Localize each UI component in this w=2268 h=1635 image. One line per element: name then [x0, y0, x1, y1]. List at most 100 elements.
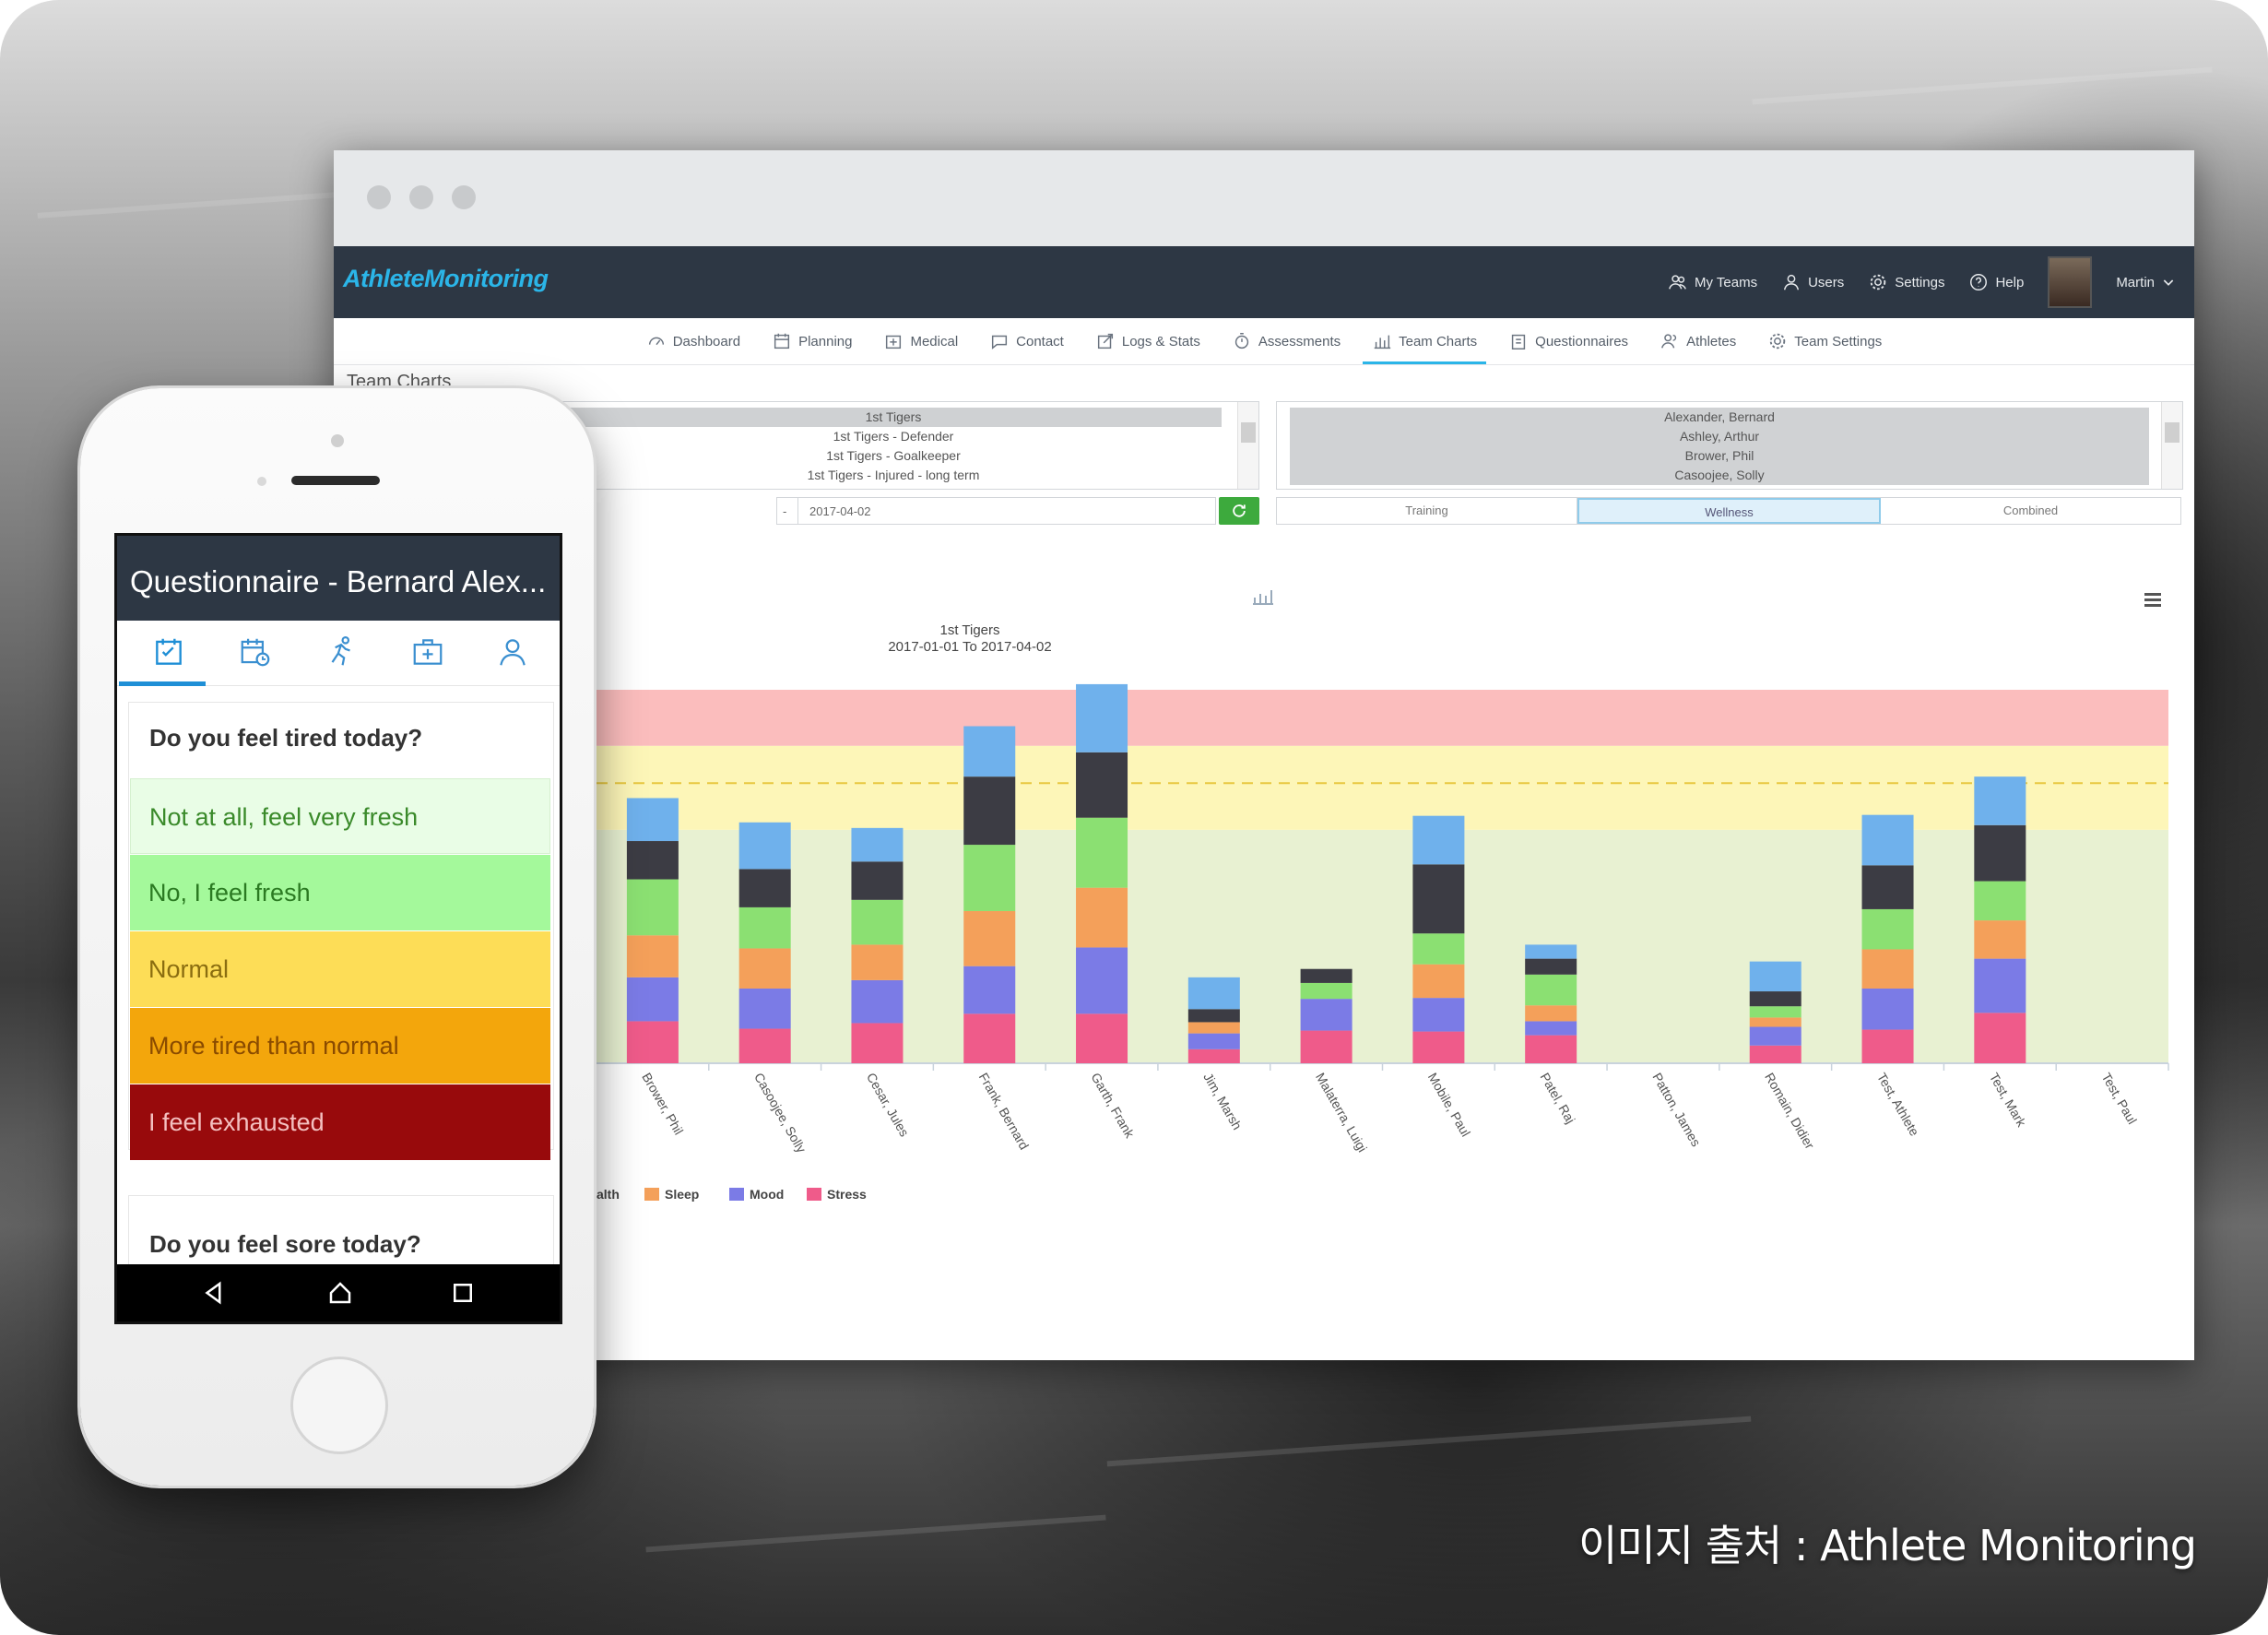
window-close-dot[interactable] [367, 185, 391, 209]
tab-questionnaire[interactable] [147, 632, 191, 672]
date-to-input[interactable]: 2017-04-02 [797, 497, 1216, 525]
chat-icon [992, 335, 1008, 350]
refresh-icon [1233, 504, 1246, 517]
bar-segment [1300, 999, 1353, 1031]
athlete-list-scrollbar[interactable] [2161, 402, 2182, 489]
list-item[interactable]: Casoojee, Solly [1674, 468, 1765, 482]
bar-segment [963, 966, 1016, 1014]
list-item[interactable]: Alexander, Bernard [1664, 409, 1775, 424]
tab-training[interactable]: Training [1277, 498, 1577, 524]
nav-help-label: Help [1995, 274, 2025, 290]
runner-icon [331, 636, 350, 666]
tab-training[interactable] [319, 632, 363, 672]
refresh-button[interactable] [1219, 497, 1259, 525]
tab-medical[interactable] [406, 632, 450, 672]
answer-more-tired[interactable]: More tired than normal [130, 1008, 550, 1084]
back-icon[interactable] [200, 1279, 228, 1307]
bar-segment [1861, 865, 1914, 909]
menu-assessments[interactable]: Assessments [1232, 318, 1341, 364]
bar-segment [1076, 1013, 1128, 1063]
tab-wellness[interactable]: Wellness [1577, 498, 1881, 524]
bar-chart-icon [1374, 335, 1391, 350]
app-logo[interactable]: AthleteMonitoring [343, 265, 549, 293]
menu-athletes[interactable]: Athletes [1660, 318, 1736, 364]
legend-label: Sleep [665, 1187, 699, 1202]
x-tick-label: Test, Mark [1987, 1071, 2030, 1131]
bar-segment [1974, 776, 2026, 825]
nav-users[interactable]: Users [1781, 272, 1844, 292]
tab-calendar[interactable] [233, 632, 278, 672]
menu-planning[interactable]: Planning [772, 318, 852, 364]
tab-profile[interactable] [490, 632, 535, 672]
answer-exhausted[interactable]: I feel exhausted [130, 1084, 550, 1160]
athlete-select-list[interactable]: Alexander, Bernard Ashley, Arthur Brower… [1276, 401, 2183, 490]
browser-chrome [334, 150, 2194, 246]
phone-sensor [257, 477, 266, 486]
bar-segment [738, 989, 791, 1029]
logo-text: AthleteMonitoring [343, 265, 549, 292]
list-item[interactable]: 1st Tigers - Defender [833, 429, 954, 444]
bar-segment [1076, 683, 1128, 752]
chart-subtitle: 2017-01-01 To 2017-04-02 [888, 639, 1052, 655]
users-icon [1669, 275, 1686, 290]
bar-segment [1861, 814, 1914, 866]
user-menu[interactable]: Martin [2116, 275, 2176, 290]
bar-segment [1412, 964, 1465, 999]
bar-segment [851, 899, 904, 945]
recents-icon[interactable] [449, 1279, 477, 1307]
x-tick-label: Mobile, Paul [1425, 1071, 1473, 1140]
menu-team-charts[interactable]: Team Charts [1363, 318, 1487, 364]
phone-home-button[interactable] [290, 1357, 388, 1454]
bar-segment [1749, 1045, 1801, 1063]
menu-team-settings[interactable]: Team Settings [1767, 318, 1882, 364]
bar-segment [963, 845, 1016, 911]
list-item[interactable]: 1st Tigers - Injured - long term [807, 468, 980, 482]
menu-contact[interactable]: Contact [989, 318, 1064, 364]
x-tick-label: Cesar, Jules [864, 1071, 912, 1140]
menu-logs-stats[interactable]: Logs & Stats [1095, 318, 1200, 364]
menu-dashboard[interactable]: Dashboard [646, 318, 740, 364]
image-credit: 이미지 출처 : Athlete Monitoring [1578, 1521, 2197, 1570]
bar-segment [1749, 1017, 1801, 1027]
x-tick-label: Frank, Bernard [976, 1071, 1033, 1153]
stopwatch-icon [1234, 333, 1249, 350]
x-tick-label: Brower, Phil [639, 1071, 686, 1138]
menu-contact-label: Contact [1016, 333, 1064, 350]
question-sore: Do you feel sore today? [149, 1230, 421, 1258]
home-icon[interactable] [326, 1279, 354, 1307]
nav-my-teams[interactable]: My Teams [1668, 272, 1757, 292]
nav-settings[interactable]: Settings [1868, 272, 1944, 292]
menu-medical-label: Medical [910, 333, 959, 350]
list-item[interactable]: 1st Tigers [565, 408, 1222, 427]
list-item[interactable]: 1st Tigers - Goalkeeper [826, 448, 961, 463]
help-icon [1970, 274, 1988, 290]
bar-segment [1187, 1033, 1240, 1049]
nav-users-label: Users [1808, 274, 1845, 290]
bar-segment [851, 979, 904, 1024]
nav-help[interactable]: Help [1968, 272, 2024, 292]
list-item[interactable]: Ashley, Arthur [1679, 429, 1760, 444]
list-item[interactable]: Brower, Phil [1684, 448, 1754, 463]
window-minimize-dot[interactable] [409, 185, 433, 209]
bar-segment [626, 798, 679, 842]
tab-combined[interactable]: Combined [2002, 504, 2059, 517]
bar-segment [1300, 1030, 1353, 1063]
legend-label: alth [597, 1187, 620, 1202]
menu-medical[interactable]: Medical [883, 318, 958, 364]
nav-my-teams-label: My Teams [1695, 274, 1758, 290]
chart-title-block: 1st Tigers 2017-01-01 To 2017-04-02 [334, 622, 1606, 656]
menu-planning-label: Planning [798, 333, 853, 350]
answer-very-fresh[interactable]: Not at all, feel very fresh [130, 778, 550, 854]
team-list-scrollbar[interactable] [1237, 402, 1258, 489]
menu-team-settings-label: Team Settings [1794, 333, 1883, 350]
menu-questionnaires[interactable]: Questionnaires [1508, 318, 1628, 364]
answer-normal[interactable]: Normal [130, 931, 550, 1007]
bar-segment [1749, 961, 1801, 992]
answer-fresh[interactable]: No, I feel fresh [130, 855, 550, 930]
chart-band [597, 745, 2168, 830]
bar-segment [1187, 1022, 1240, 1034]
avatar[interactable] [2048, 256, 2093, 308]
chart-menu-button[interactable] [2144, 593, 2161, 610]
window-maximize-dot[interactable] [452, 185, 476, 209]
